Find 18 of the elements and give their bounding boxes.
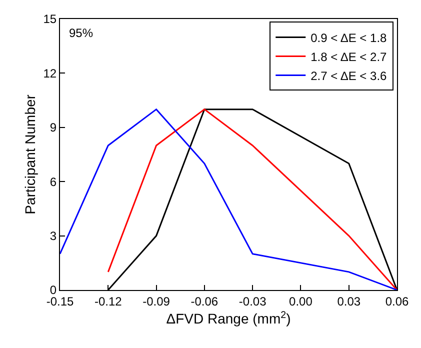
- y-tick-label: 6: [50, 174, 57, 189]
- x-axis-title: ΔFVD Range (mm$^{2}$): [166, 310, 291, 327]
- annotation: 95%: [69, 26, 94, 40]
- x-tick-label: 0.00: [289, 294, 313, 308]
- legend-label: 0.9 < ΔE < 1.8: [310, 30, 388, 45]
- y-tick-label: 12: [43, 66, 57, 80]
- y-tick-label: 3: [50, 229, 57, 243]
- legend-label: 2.7 < ΔE < 3.6: [310, 68, 388, 83]
- y-tick-label: 9: [50, 120, 57, 135]
- x-tick-label: 0.06: [385, 294, 409, 308]
- x-tick-label: 0.03: [337, 294, 361, 308]
- legend-label: 1.8 < ΔE < 2.7: [310, 50, 388, 64]
- x-tick-label: -0.12: [94, 294, 122, 308]
- y-axis-title: Participant Number: [22, 94, 38, 214]
- x-tick-label: -0.06: [190, 294, 218, 308]
- y-tick-label: 15: [43, 12, 57, 26]
- x-tick-label: -0.09: [142, 294, 170, 308]
- x-tick-label: -0.03: [238, 294, 267, 308]
